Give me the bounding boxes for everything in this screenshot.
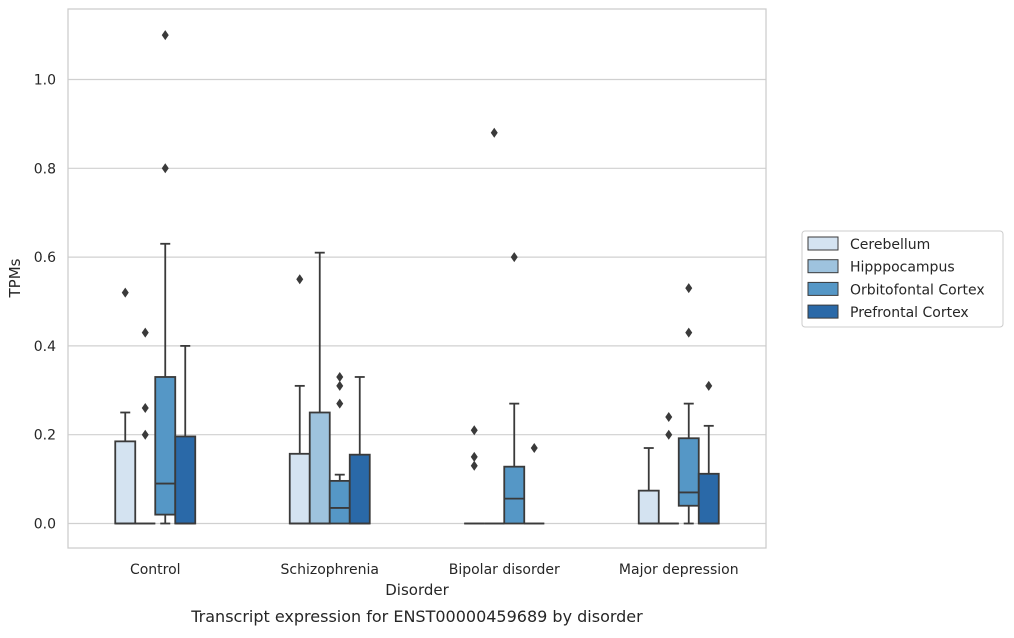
y-tick-label: 0.4 xyxy=(34,339,56,355)
x-tick-label: Major depression xyxy=(619,562,739,578)
box-body xyxy=(503,465,526,525)
y-tick-label: 0.6 xyxy=(34,250,56,266)
outlier-point xyxy=(121,287,129,298)
box-body xyxy=(697,472,720,525)
x-tick-label: Control xyxy=(130,562,181,578)
outlier-point xyxy=(665,429,673,440)
box-body xyxy=(154,376,177,516)
x-tick-label: Bipolar disorder xyxy=(449,562,560,578)
outlier-point xyxy=(685,327,693,338)
outlier-point xyxy=(665,411,673,422)
outlier-point xyxy=(336,398,344,409)
box-3-1 xyxy=(348,376,371,525)
box-1-3 xyxy=(658,411,679,525)
box-0-2 xyxy=(464,425,485,525)
box-body xyxy=(308,411,331,525)
box-0-3 xyxy=(637,447,660,525)
box-body xyxy=(288,452,311,525)
box-body xyxy=(348,453,371,525)
outlier-point xyxy=(470,425,478,436)
outlier-point xyxy=(141,403,149,414)
box-3-2 xyxy=(524,443,545,525)
legend: Cerebellum Hipppocampus Orbitofontal Corte… xyxy=(801,230,1004,328)
box-body xyxy=(114,440,137,525)
x-axis-ticks: Control Schizophrenia Bipolar disorder Majo… xyxy=(130,562,739,578)
y-tick-label: 0.8 xyxy=(34,161,56,177)
legend-label: Prefrontal Cortex xyxy=(850,305,969,321)
box-0-0 xyxy=(114,287,137,525)
legend-swatch xyxy=(807,281,839,296)
box-series xyxy=(114,30,720,525)
box-2-1 xyxy=(328,371,351,525)
legend-frame xyxy=(801,230,1004,328)
outlier-point xyxy=(510,252,518,263)
box-1-2 xyxy=(484,127,505,525)
outlier-point xyxy=(296,274,304,285)
box-1-1 xyxy=(308,251,331,525)
outlier-point xyxy=(336,371,344,382)
box-1-0 xyxy=(135,327,156,525)
x-tick-label: Schizophrenia xyxy=(281,562,379,578)
y-tick-label: 0.2 xyxy=(34,428,56,444)
box-3-0 xyxy=(174,344,197,525)
box-body xyxy=(677,437,700,507)
legend-swatch xyxy=(807,236,839,251)
y-axis-label: TPMs xyxy=(6,258,24,298)
box-body xyxy=(174,435,197,525)
chart-caption: Transcript expression for ENST0000045968… xyxy=(190,607,643,626)
legend-swatch xyxy=(807,304,839,319)
outlier-point xyxy=(685,283,693,294)
legend-swatch xyxy=(807,259,839,274)
legend-label: Hipppocampus xyxy=(850,260,955,276)
x-axis-label: Disorder xyxy=(385,581,449,599)
box-3-3 xyxy=(697,380,720,525)
outlier-point xyxy=(141,429,149,440)
outlier-point xyxy=(530,443,538,454)
box-2-2 xyxy=(503,252,526,525)
y-tick-label: 1.0 xyxy=(34,73,56,89)
outlier-point xyxy=(161,163,169,174)
legend-label: Orbitofontal Cortex xyxy=(850,282,985,298)
legend-label: Cerebellum xyxy=(850,237,930,253)
outlier-point xyxy=(490,127,498,138)
box-body xyxy=(637,489,660,525)
outlier-point xyxy=(161,30,169,41)
outlier-point xyxy=(141,327,149,338)
box-body xyxy=(328,479,351,525)
y-tick-label: 0.0 xyxy=(34,517,56,533)
plot-area-frame xyxy=(67,8,767,549)
box-2-0 xyxy=(154,30,177,525)
outlier-point xyxy=(705,380,713,391)
outlier-point xyxy=(470,451,478,462)
outlier-point xyxy=(336,380,344,391)
box-2-3 xyxy=(677,283,700,525)
y-axis-ticks: 0.0 0.2 0.4 0.6 0.8 1.0 xyxy=(34,73,56,533)
box-0-1 xyxy=(288,274,311,525)
outlier-point xyxy=(470,460,478,471)
